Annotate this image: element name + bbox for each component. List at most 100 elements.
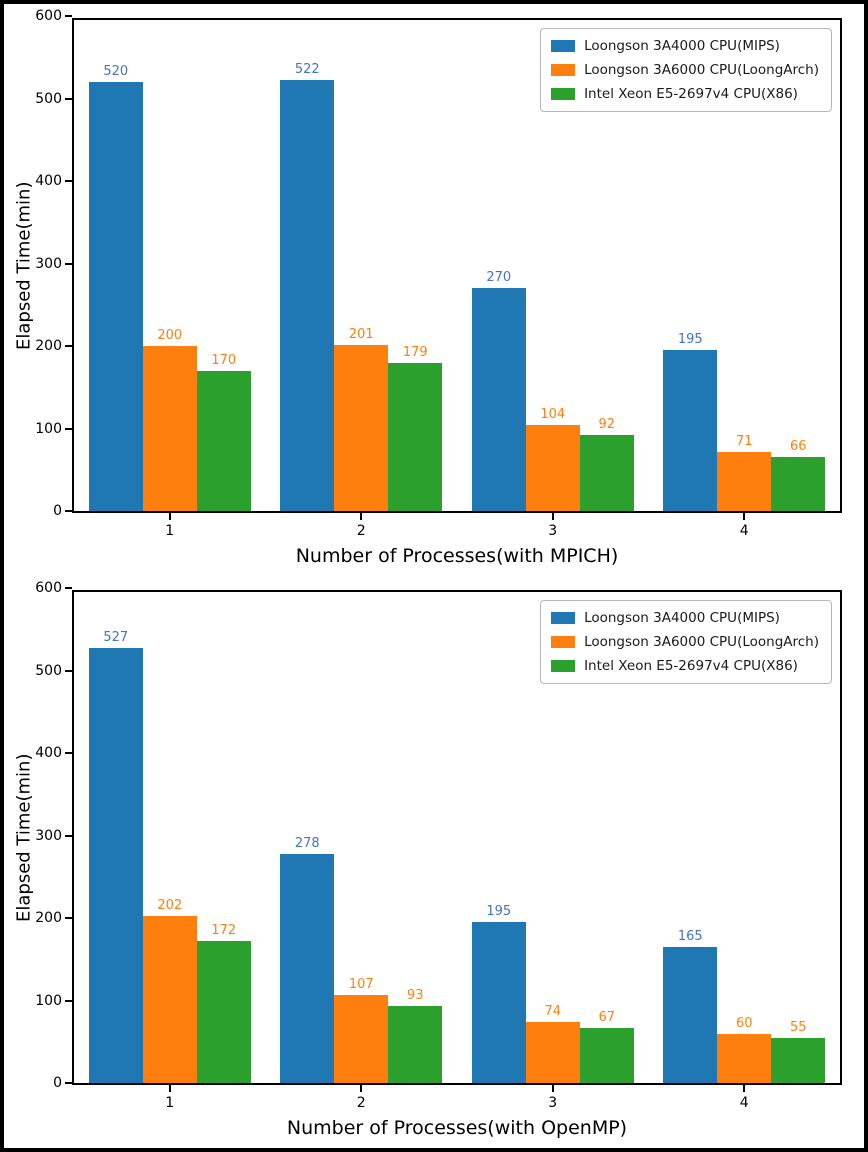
bar-value-label: 60 xyxy=(735,1015,753,1031)
legend-swatch xyxy=(551,64,576,76)
bar-value-label: 55 xyxy=(789,1019,807,1035)
bar-value-label: 201 xyxy=(348,327,374,343)
legend-entry: Intel Xeon E5-2697v4 CPU(X86) xyxy=(551,86,819,102)
y-tick-label: 400 xyxy=(35,173,62,189)
bar-wrap: 67 xyxy=(579,1009,634,1083)
legend-label: Intel Xeon E5-2697v4 CPU(X86) xyxy=(584,658,798,674)
bars-container: 527 202 172 278 107 93 195 74 67 165 60 55 xyxy=(74,592,840,1083)
y-tick-mark xyxy=(65,752,72,754)
y-tick-mark xyxy=(65,345,72,347)
bar xyxy=(663,946,718,1083)
x-tick-mark xyxy=(551,513,554,520)
x-tick-mark xyxy=(360,513,363,520)
legend-swatch xyxy=(551,636,576,648)
bar-wrap: 60 xyxy=(717,1015,772,1083)
y-tick-mark xyxy=(65,180,72,182)
legend: Loongson 3A4000 CPU(MIPS) Loongson 3A6000… xyxy=(540,600,832,684)
bar-wrap: 104 xyxy=(525,407,580,511)
bar-value-label: 520 xyxy=(103,64,129,79)
bars-container: 520 200 170 522 201 179 270 104 92 195 71 66 xyxy=(74,20,840,511)
y-tick-mark xyxy=(65,15,72,17)
x-tick-mark xyxy=(743,513,746,520)
bar-wrap: 66 xyxy=(771,438,826,511)
bar xyxy=(771,1037,826,1083)
bar-value-label: 74 xyxy=(544,1003,562,1019)
y-tick-mark xyxy=(65,427,72,430)
bar xyxy=(717,1033,772,1083)
chart-openmp: Elapsed Time(min) 527 202 172 278 107 93 195 74… xyxy=(4,576,864,1148)
bar xyxy=(579,1027,634,1083)
bar-value-label: 104 xyxy=(540,407,566,423)
x-axis-label: Number of Processes(with OpenMP) xyxy=(286,1117,628,1139)
y-tick-label: 500 xyxy=(35,662,62,679)
bar xyxy=(717,452,772,511)
bar-wrap: 179 xyxy=(388,345,443,511)
bar-value-label: 522 xyxy=(294,62,320,78)
bar xyxy=(388,1006,443,1083)
legend-entry: Loongson 3A4000 CPU(MIPS) xyxy=(551,610,819,626)
bar-wrap: 55 xyxy=(771,1019,826,1083)
bar-group: 520 200 170 xyxy=(74,64,266,511)
bar xyxy=(280,80,335,511)
bar-wrap: 195 xyxy=(663,332,718,511)
plot-area-openmp: 527 202 172 278 107 93 195 74 67 165 60 55 Loongson… xyxy=(35,580,842,1111)
bar-value-label: 527 xyxy=(103,630,129,646)
bar-wrap: 74 xyxy=(525,1003,580,1083)
y-tick-label: 100 xyxy=(35,992,62,1009)
y-tick-label: 400 xyxy=(35,745,62,761)
bar-group: 195 74 67 xyxy=(457,904,649,1083)
legend-label: Loongson 3A6000 CPU(LoongArch) xyxy=(584,62,819,78)
bar xyxy=(579,435,634,511)
bar-wrap: 200 xyxy=(142,328,197,511)
bar-value-label: 93 xyxy=(406,988,424,1004)
bar xyxy=(471,288,526,511)
legend-entry: Intel Xeon E5-2697v4 CPU(X86) xyxy=(551,658,819,674)
bar xyxy=(88,648,143,1083)
legend-label: Loongson 3A4000 CPU(MIPS) xyxy=(584,38,780,54)
legend-swatch xyxy=(551,612,576,624)
legend-label: Loongson 3A4000 CPU(MIPS) xyxy=(584,610,780,626)
bar-value-label: 66 xyxy=(789,438,807,454)
y-tick-mark xyxy=(65,834,72,837)
y-tick-label: 500 xyxy=(35,90,62,107)
y-tick-mark xyxy=(65,1082,72,1084)
bar-group: 278 107 93 xyxy=(266,836,458,1083)
chart-mpich: Elapsed Time(min) 520 200 170 522 201 179 270 1… xyxy=(4,4,864,576)
x-tick-mark xyxy=(551,1085,554,1092)
bar xyxy=(771,456,826,511)
bar-wrap: 202 xyxy=(142,898,197,1083)
x-tick-label: 1 xyxy=(165,1095,175,1111)
x-tick-label: 3 xyxy=(548,1095,558,1111)
bar xyxy=(142,916,197,1083)
bar-value-label: 179 xyxy=(402,345,428,361)
bar-value-label: 202 xyxy=(157,898,183,914)
bar-value-label: 165 xyxy=(677,928,703,944)
bar-value-label: 195 xyxy=(486,904,512,920)
bar-value-label: 170 xyxy=(211,352,237,368)
bar-value-label: 172 xyxy=(211,923,237,939)
bar-group: 165 60 55 xyxy=(649,929,841,1083)
bar xyxy=(196,370,251,511)
bar-value-label: 278 xyxy=(294,835,320,851)
bar-wrap: 165 xyxy=(663,928,718,1083)
bar-value-label: 67 xyxy=(598,1009,616,1025)
bar-value-label: 200 xyxy=(157,328,183,343)
bar xyxy=(334,345,389,511)
bar-group: 522 201 179 xyxy=(266,62,458,511)
bar-value-label: 71 xyxy=(735,434,753,450)
bar-wrap: 92 xyxy=(579,417,634,511)
bar xyxy=(388,363,443,511)
y-tick-mark xyxy=(65,917,72,919)
y-tick-label: 300 xyxy=(35,827,62,844)
y-tick-label: 100 xyxy=(35,420,62,437)
x-tick-mark xyxy=(743,1085,746,1092)
bar xyxy=(525,1021,580,1083)
x-tick-label: 4 xyxy=(739,1095,749,1111)
bar-wrap: 270 xyxy=(471,270,526,511)
x-tick-mark xyxy=(168,513,171,520)
y-tick-mark xyxy=(65,587,72,589)
x-tick-mark xyxy=(168,1085,171,1092)
legend-entry: Loongson 3A6000 CPU(LoongArch) xyxy=(551,634,819,650)
x-tick-label: 2 xyxy=(356,523,366,539)
y-tick-label: 0 xyxy=(53,1075,62,1091)
